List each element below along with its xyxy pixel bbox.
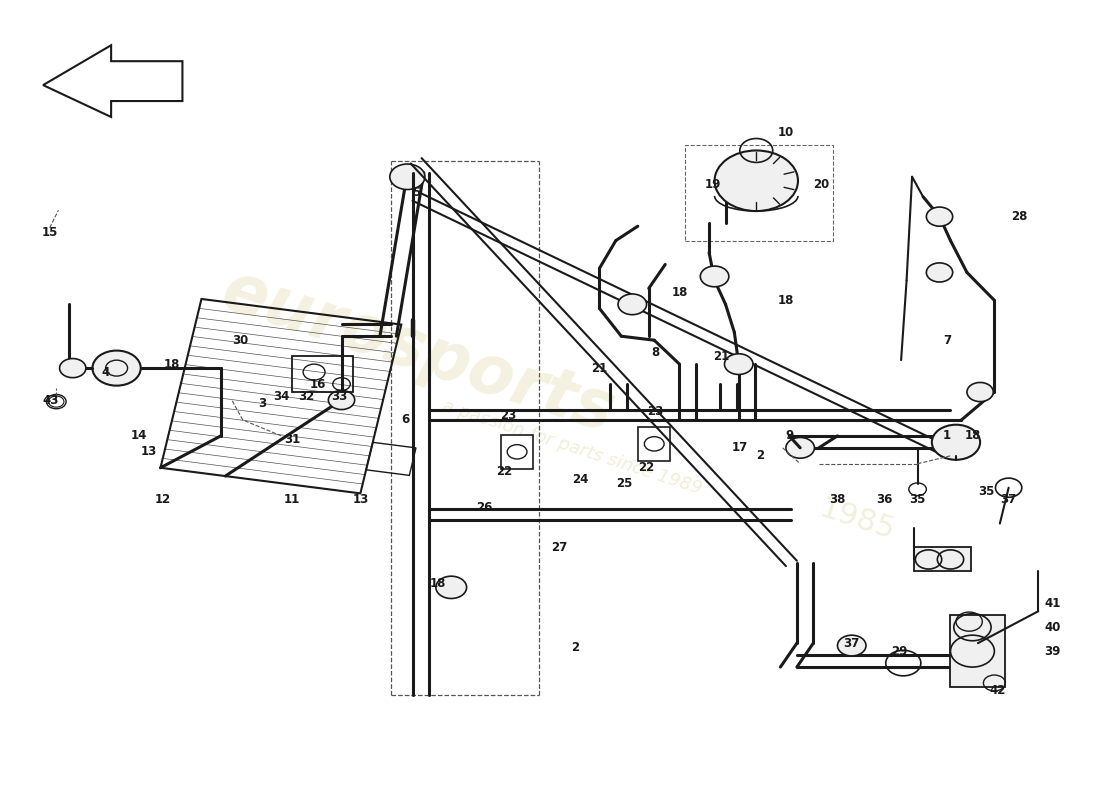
Bar: [293, 356, 352, 392]
Text: 38: 38: [829, 493, 846, 506]
Text: 18: 18: [430, 577, 447, 590]
Circle shape: [715, 150, 798, 211]
Circle shape: [389, 164, 425, 190]
Text: 37: 37: [1001, 493, 1016, 506]
Text: 41: 41: [1044, 597, 1060, 610]
Circle shape: [92, 350, 141, 386]
Circle shape: [725, 354, 754, 374]
Text: 18: 18: [671, 286, 688, 299]
Text: 6: 6: [402, 414, 409, 426]
Circle shape: [618, 294, 647, 314]
Text: 10: 10: [778, 126, 794, 139]
Text: 2: 2: [571, 641, 580, 654]
Text: 21: 21: [713, 350, 729, 362]
Text: 43: 43: [43, 394, 59, 406]
Text: 29: 29: [891, 645, 908, 658]
Text: 39: 39: [1044, 645, 1060, 658]
Text: 18: 18: [965, 430, 980, 442]
Text: 24: 24: [572, 474, 588, 486]
Bar: [950, 615, 1005, 687]
Text: 16: 16: [309, 378, 326, 390]
Circle shape: [785, 438, 814, 458]
Text: 2: 2: [757, 450, 764, 462]
Text: 30: 30: [232, 334, 249, 346]
Text: 13: 13: [141, 446, 156, 458]
Circle shape: [701, 266, 729, 286]
Text: 28: 28: [1011, 210, 1027, 223]
Text: 18: 18: [778, 294, 794, 307]
Text: 7: 7: [943, 334, 951, 346]
Text: 23: 23: [647, 406, 663, 418]
Text: 8: 8: [651, 346, 660, 358]
Text: 1985: 1985: [816, 494, 899, 546]
Bar: [914, 547, 971, 571]
Circle shape: [436, 576, 466, 598]
Text: 11: 11: [284, 493, 300, 506]
Text: 36: 36: [877, 493, 893, 506]
Text: a passion for parts since 1989: a passion for parts since 1989: [440, 398, 704, 498]
Text: 9: 9: [785, 430, 793, 442]
Bar: [638, 426, 670, 461]
Text: 25: 25: [616, 478, 632, 490]
Bar: [161, 299, 402, 494]
Text: 14: 14: [131, 430, 146, 442]
Circle shape: [926, 263, 953, 282]
Circle shape: [59, 358, 86, 378]
Text: 13: 13: [353, 493, 370, 506]
Text: 42: 42: [990, 685, 1005, 698]
Text: 35: 35: [979, 485, 994, 498]
Text: 4: 4: [101, 366, 110, 378]
Text: 34: 34: [273, 390, 289, 402]
Text: 31: 31: [284, 434, 300, 446]
Text: 23: 23: [500, 410, 516, 422]
Bar: [502, 434, 532, 469]
Text: 37: 37: [844, 637, 860, 650]
Text: 20: 20: [813, 178, 829, 191]
Circle shape: [837, 635, 866, 656]
Text: 40: 40: [1044, 621, 1060, 634]
Text: 17: 17: [732, 442, 748, 454]
Text: 21: 21: [592, 362, 607, 374]
Text: 27: 27: [551, 541, 566, 554]
Text: 15: 15: [42, 226, 58, 239]
Text: 18: 18: [163, 358, 179, 370]
Text: 3: 3: [258, 398, 266, 410]
Circle shape: [926, 207, 953, 226]
Text: 35: 35: [910, 493, 926, 506]
Circle shape: [329, 390, 354, 410]
Text: 26: 26: [476, 501, 493, 514]
Text: 12: 12: [155, 493, 170, 506]
Text: 5: 5: [412, 186, 420, 199]
Text: 32: 32: [298, 390, 315, 402]
Text: eurosports: eurosports: [213, 258, 623, 446]
Text: 22: 22: [496, 466, 512, 478]
Text: 33: 33: [331, 390, 348, 402]
Circle shape: [967, 382, 993, 402]
Circle shape: [932, 425, 980, 460]
Text: 19: 19: [704, 178, 720, 191]
Text: 22: 22: [638, 462, 654, 474]
Text: 1: 1: [943, 430, 951, 442]
